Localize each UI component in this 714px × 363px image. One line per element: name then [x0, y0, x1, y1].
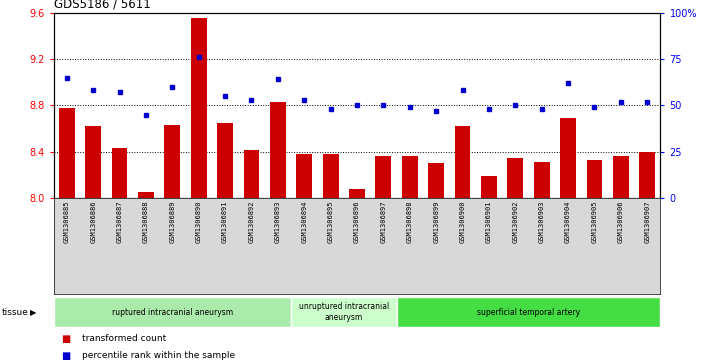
Bar — [455, 126, 471, 198]
Bar — [164, 125, 180, 198]
Text: GSM1306901: GSM1306901 — [486, 201, 492, 243]
Text: ■: ■ — [61, 334, 70, 344]
Text: GSM1306890: GSM1306890 — [196, 201, 201, 243]
Text: GSM1306888: GSM1306888 — [143, 201, 149, 243]
Bar — [349, 189, 365, 198]
Text: ■: ■ — [61, 351, 70, 360]
Text: GSM1306892: GSM1306892 — [248, 201, 254, 243]
Text: superficial temporal artery: superficial temporal artery — [477, 308, 580, 317]
Bar — [243, 150, 259, 198]
Text: GSM1306885: GSM1306885 — [64, 201, 70, 243]
Text: ruptured intracranial aneurysm: ruptured intracranial aneurysm — [111, 308, 233, 317]
Bar — [296, 154, 312, 198]
Text: GSM1306907: GSM1306907 — [644, 201, 650, 243]
Text: GSM1306891: GSM1306891 — [222, 201, 228, 243]
Text: transformed count: transformed count — [82, 334, 166, 343]
Text: GSM1306893: GSM1306893 — [275, 201, 281, 243]
Text: GSM1306895: GSM1306895 — [328, 201, 333, 243]
Text: GSM1306900: GSM1306900 — [460, 201, 466, 243]
Text: GSM1306886: GSM1306886 — [90, 201, 96, 243]
Bar — [376, 156, 391, 198]
Text: GSM1306903: GSM1306903 — [538, 201, 545, 243]
Bar — [270, 102, 286, 198]
Text: GSM1306905: GSM1306905 — [591, 201, 598, 243]
Text: GSM1306904: GSM1306904 — [565, 201, 571, 243]
Text: percentile rank within the sample: percentile rank within the sample — [82, 351, 235, 360]
Bar — [138, 192, 154, 198]
Text: GSM1306906: GSM1306906 — [618, 201, 624, 243]
Bar — [587, 160, 603, 198]
Bar — [481, 176, 497, 198]
Text: unruptured intracranial
aneurysm: unruptured intracranial aneurysm — [298, 302, 389, 322]
Bar — [191, 19, 206, 198]
Text: GSM1306898: GSM1306898 — [407, 201, 413, 243]
Bar — [560, 118, 576, 198]
Text: GSM1306896: GSM1306896 — [354, 201, 360, 243]
Text: tissue: tissue — [1, 308, 29, 317]
Bar — [613, 156, 629, 198]
Bar — [54, 298, 291, 327]
Text: GSM1306899: GSM1306899 — [433, 201, 439, 243]
Text: GSM1306897: GSM1306897 — [381, 201, 386, 243]
Bar — [59, 107, 75, 198]
Bar — [323, 154, 338, 198]
Bar — [85, 126, 101, 198]
Bar — [396, 298, 660, 327]
Text: GSM1306887: GSM1306887 — [116, 201, 123, 243]
Text: GSM1306894: GSM1306894 — [301, 201, 307, 243]
Bar — [291, 298, 396, 327]
Text: GSM1306889: GSM1306889 — [169, 201, 176, 243]
Bar — [428, 163, 444, 198]
Bar — [402, 156, 418, 198]
Text: ▶: ▶ — [30, 308, 36, 317]
Bar — [534, 162, 550, 198]
Bar — [111, 148, 127, 198]
Text: GSM1306902: GSM1306902 — [513, 201, 518, 243]
Bar — [639, 152, 655, 198]
Bar — [508, 159, 523, 198]
Text: GDS5186 / 5611: GDS5186 / 5611 — [54, 0, 151, 11]
Bar — [217, 123, 233, 198]
